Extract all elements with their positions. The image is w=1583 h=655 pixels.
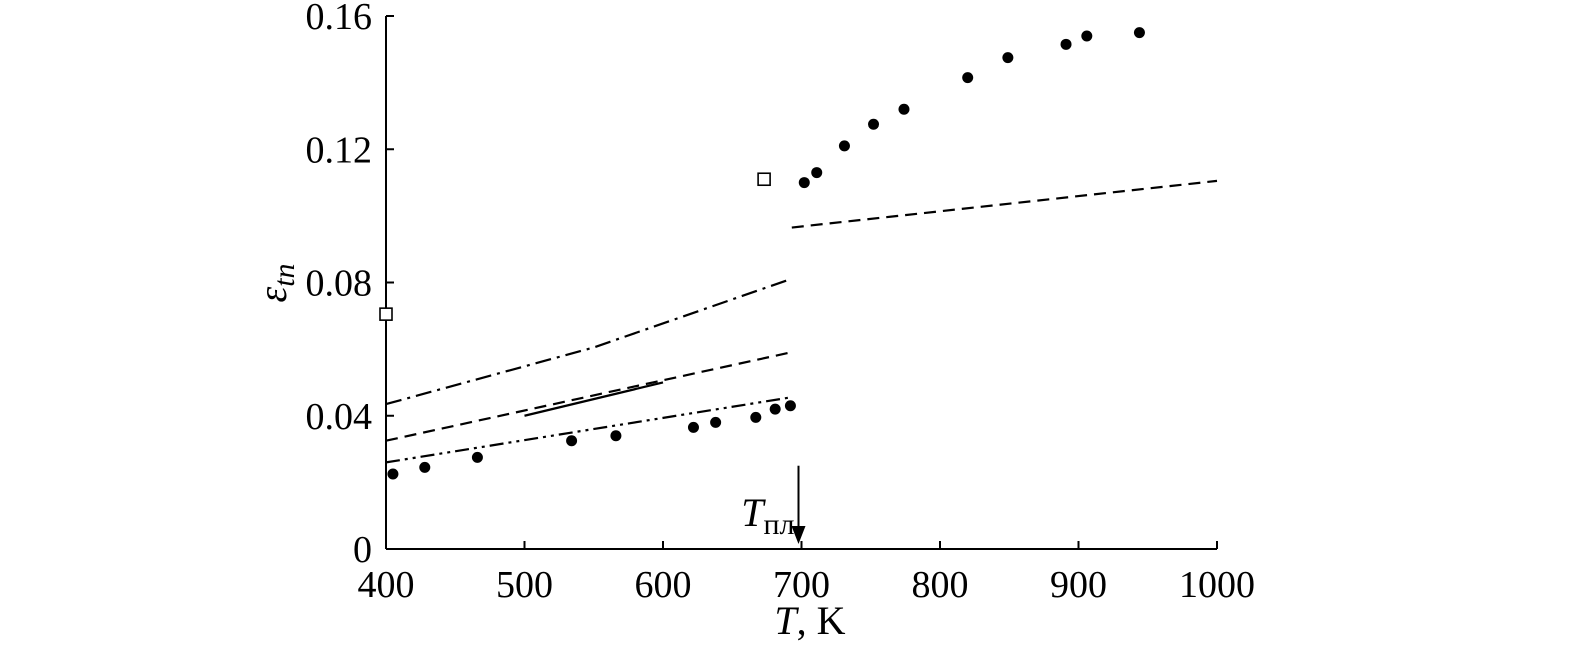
- x-axis-unit: , K: [797, 598, 846, 643]
- data-point: [566, 435, 578, 447]
- data-point: [471, 451, 483, 463]
- melting-point-label: Tпл: [741, 490, 794, 541]
- data-point: [811, 167, 823, 179]
- y-axis-symbol: ε: [250, 287, 295, 303]
- data-point: [798, 177, 810, 189]
- data-point: [687, 421, 699, 433]
- data-point: [750, 411, 762, 423]
- x-tick-label: 600: [635, 564, 692, 606]
- data-point: [784, 400, 796, 412]
- y-tick-label: 0.04: [306, 396, 373, 438]
- melting-point-subscript: пл: [763, 508, 794, 541]
- series-line-dashed: [385, 351, 791, 442]
- x-tick-label: 700: [773, 564, 830, 606]
- y-tick-label: 0.16: [306, 0, 373, 38]
- x-tick-label: 500: [496, 564, 553, 606]
- ticks: 400 500 600 700 800 900 1000 0 0.04 0.08 0.12 0.16: [306, 0, 1256, 606]
- series-line-solid: [524, 381, 664, 417]
- x-tick-label: 800: [912, 564, 969, 606]
- data-point: [868, 118, 880, 130]
- data-point-square: [757, 172, 771, 187]
- data-point: [1060, 38, 1072, 50]
- data-point: [1081, 30, 1093, 42]
- series: [385, 179, 1218, 464]
- melting-point-arrow-head: [791, 526, 806, 545]
- y-axis-title: εtn: [250, 263, 301, 302]
- data-point: [419, 461, 431, 473]
- axes: [385, 16, 1217, 550]
- data-point: [838, 140, 850, 152]
- series-line-dash-dot-dot: [385, 396, 791, 464]
- data-point: [387, 468, 399, 480]
- x-axis-symbol: T: [774, 598, 799, 643]
- x-tick-label: 1000: [1179, 564, 1255, 606]
- data-point: [1133, 27, 1145, 39]
- data-point: [610, 430, 622, 442]
- data-point: [769, 403, 781, 415]
- y-tick-label: 0.12: [306, 129, 373, 171]
- melting-point-annotation: Tпл: [741, 465, 806, 545]
- data-point-square: [379, 307, 393, 321]
- data-point: [710, 416, 722, 428]
- y-tick-label: 0.08: [306, 263, 373, 305]
- x-tick-label: 400: [358, 564, 415, 606]
- melting-point-symbol: T: [741, 490, 766, 535]
- x-tick-label: 900: [1050, 564, 1107, 606]
- y-tick-label: 0: [353, 529, 372, 571]
- data-points: [379, 27, 1145, 480]
- series-line-dash-dot: [385, 278, 791, 406]
- data-point: [898, 103, 910, 115]
- data-point: [1002, 52, 1014, 64]
- x-axis-title: T, K: [774, 598, 845, 643]
- data-point: [962, 72, 974, 84]
- y-axis-subscript: tn: [268, 263, 301, 286]
- series-line-dashed: [791, 179, 1218, 229]
